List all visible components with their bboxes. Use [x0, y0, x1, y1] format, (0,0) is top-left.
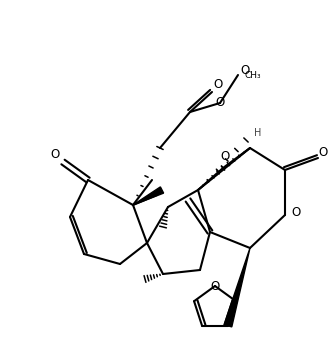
Text: O: O: [214, 78, 223, 91]
Text: O: O: [291, 206, 301, 219]
Text: O: O: [210, 280, 220, 292]
Polygon shape: [133, 187, 164, 205]
Text: H: H: [254, 128, 262, 138]
Text: O: O: [215, 97, 225, 109]
Polygon shape: [224, 248, 250, 327]
Polygon shape: [198, 148, 250, 190]
Text: CH₃: CH₃: [245, 70, 261, 80]
Text: O: O: [318, 145, 328, 159]
Text: O: O: [240, 63, 250, 76]
Text: O: O: [51, 148, 60, 160]
Text: O: O: [220, 149, 230, 162]
